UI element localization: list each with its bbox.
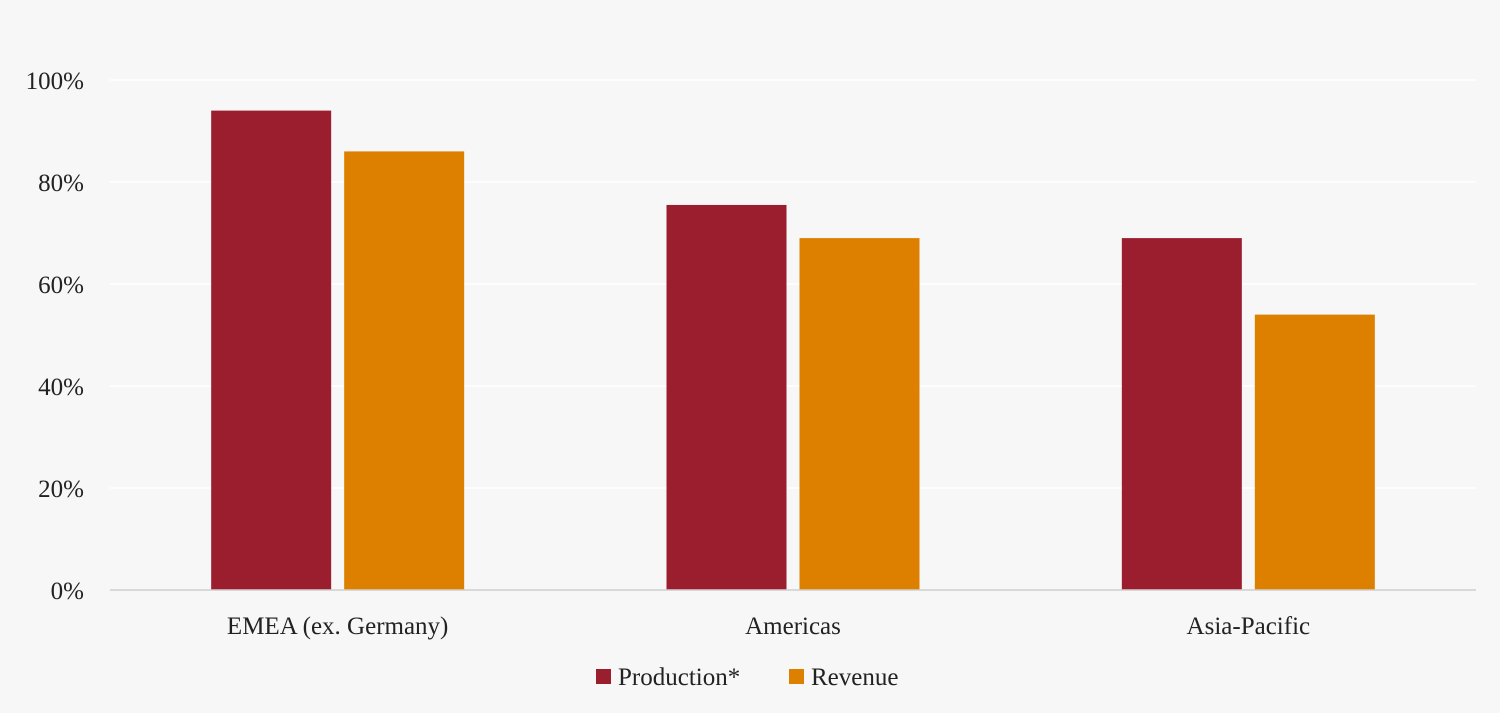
bar-revenue: [1254, 314, 1375, 590]
legend-label: Production*: [618, 664, 740, 691]
bar-revenue: [344, 151, 465, 590]
x-category-label: EMEA (ex. Germany): [227, 613, 448, 640]
y-tick-label: 40%: [38, 374, 84, 401]
legend: Production* Revenue: [596, 664, 898, 691]
x-category-label: Asia-Pacific: [1187, 613, 1311, 640]
x-category-label: Americas: [745, 613, 841, 640]
y-tick-label: 60%: [38, 272, 84, 299]
legend-swatch: [789, 669, 804, 684]
bar-production: [211, 110, 332, 590]
y-axis-ticks: 0% 20% 40% 60% 80% 100%: [26, 68, 84, 605]
y-tick-label: 0%: [51, 578, 84, 605]
y-tick-label: 20%: [38, 476, 84, 503]
bars: [211, 110, 1375, 590]
legend-label: Revenue: [811, 664, 898, 691]
bar-production: [1121, 238, 1242, 590]
y-tick-label: 80%: [38, 170, 84, 197]
y-tick-label: 100%: [26, 68, 84, 95]
gridlines: [110, 79, 1476, 489]
bar-revenue: [799, 238, 920, 590]
x-axis-labels: EMEA (ex. Germany) Americas Asia-Pacific: [227, 613, 1310, 640]
bar-production: [666, 204, 787, 590]
legend-swatch: [596, 669, 611, 684]
